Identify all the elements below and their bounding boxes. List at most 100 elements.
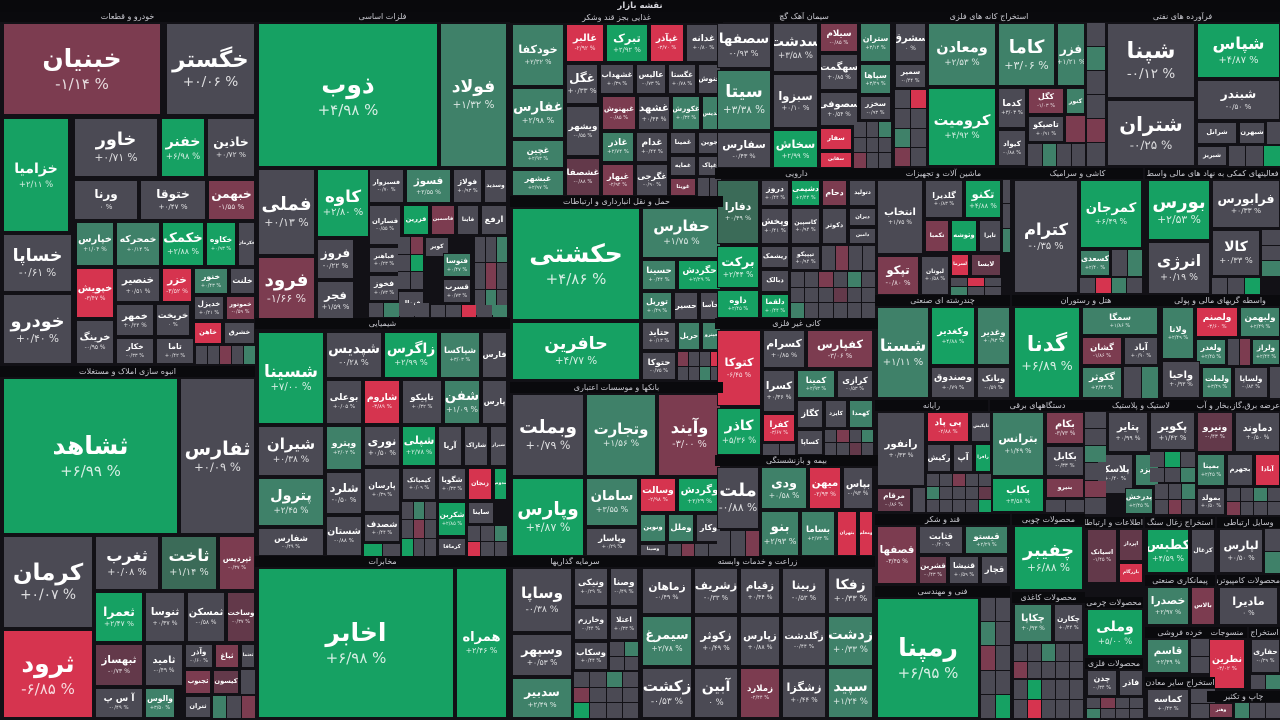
mini-tile[interactable] bbox=[951, 287, 967, 295]
mini-tile[interactable] bbox=[1085, 446, 1106, 463]
stock-tile[interactable]: شستا +۱/۱۱ % bbox=[877, 307, 929, 398]
stock-tile[interactable]: وساپا -۰/۳۸ % bbox=[512, 568, 572, 632]
mini-tile[interactable] bbox=[622, 687, 638, 703]
stock-tile[interactable]: رافزا bbox=[975, 444, 991, 472]
stock-tile[interactable]: حتوکا -۰/۷۵ % bbox=[642, 352, 676, 380]
mini-tile[interactable] bbox=[1239, 339, 1250, 365]
stock-tile[interactable]: خدیزل +۰/۲۱ % bbox=[194, 296, 224, 320]
stock-tile[interactable]: خبنیان -۱/۱۴ % bbox=[3, 23, 161, 115]
mini-tile[interactable] bbox=[966, 474, 978, 486]
stock-tile[interactable]: نطرین -۳/۰۲ % bbox=[1209, 639, 1245, 689]
mini-tile[interactable] bbox=[1085, 429, 1106, 446]
mini-tile[interactable] bbox=[966, 487, 978, 499]
stock-tile[interactable]: ومعلم bbox=[859, 511, 873, 556]
mini-tile[interactable] bbox=[1168, 484, 1182, 499]
stock-tile[interactable]: بازرگام bbox=[1119, 563, 1143, 583]
mini-tile[interactable] bbox=[1229, 146, 1246, 166]
stock-tile[interactable]: لابسا bbox=[971, 254, 1001, 276]
stock-tile[interactable]: خکرمان bbox=[238, 222, 255, 266]
mini-tile[interactable] bbox=[227, 696, 241, 718]
mini-tile[interactable] bbox=[996, 622, 1010, 646]
mini-tile[interactable] bbox=[779, 444, 795, 455]
mini-tile[interactable] bbox=[1028, 144, 1042, 166]
mini-tile[interactable] bbox=[446, 305, 461, 317]
stock-tile[interactable]: دحام bbox=[822, 180, 847, 206]
mini-tile[interactable] bbox=[1003, 180, 1010, 204]
mini-tile[interactable] bbox=[1267, 488, 1280, 501]
mini-tile[interactable] bbox=[854, 137, 866, 153]
mini-tile[interactable] bbox=[1087, 708, 1101, 718]
stock-tile[interactable]: دشیمی +۲/۴۴ % bbox=[791, 180, 820, 206]
stock-tile[interactable]: پتایر +۰/۹۹ % bbox=[1108, 412, 1148, 452]
mini-tile[interactable] bbox=[196, 346, 207, 364]
mini-tile[interactable] bbox=[1056, 680, 1069, 699]
mini-tile[interactable] bbox=[1066, 116, 1085, 142]
stock-tile[interactable]: قسرب +۰/۷۳ % bbox=[443, 279, 471, 303]
mini-tile[interactable] bbox=[805, 303, 819, 318]
mini-tile[interactable] bbox=[1115, 698, 1129, 708]
stock-tile[interactable]: خمهر +۰/۴۴ % bbox=[116, 304, 154, 336]
mini-tile[interactable] bbox=[208, 346, 219, 364]
mini-tile[interactable] bbox=[927, 487, 939, 499]
stock-tile[interactable]: خساپا -۰/۶۱ % bbox=[3, 234, 72, 292]
mini-tile[interactable] bbox=[825, 443, 837, 455]
mini-tile[interactable] bbox=[624, 642, 638, 656]
mini-tile[interactable] bbox=[837, 443, 849, 455]
mini-tile[interactable] bbox=[979, 500, 991, 512]
stock-tile[interactable]: شپدیس -۰/۲۸ % bbox=[326, 332, 382, 378]
stock-tile[interactable]: زنجان bbox=[468, 468, 492, 500]
stock-tile[interactable]: فاذر bbox=[1119, 670, 1143, 696]
stock-tile[interactable]: خاهن bbox=[194, 322, 222, 344]
stock-tile[interactable]: تاپیکو +۰/۳۲ % bbox=[402, 380, 442, 424]
stock-tile[interactable]: فباهنر +۰/۲۳ % bbox=[369, 247, 399, 273]
stock-tile[interactable]: رکیش bbox=[927, 444, 951, 472]
stock-tile[interactable]: پکویر +۱/۴۲ % bbox=[1150, 412, 1195, 450]
mini-tile[interactable] bbox=[1028, 680, 1041, 699]
stock-tile[interactable]: وپترو +۲/۰۲ % bbox=[326, 426, 362, 470]
mini-tile[interactable] bbox=[1014, 699, 1027, 718]
stock-tile[interactable]: کدما +۳/۰۳ % bbox=[998, 88, 1026, 128]
stock-tile[interactable]: کرمافا bbox=[438, 538, 466, 556]
stock-tile[interactable]: چکاپا +۰/۹۳ % bbox=[1014, 604, 1052, 642]
mini-tile[interactable] bbox=[1168, 499, 1182, 514]
stock-tile[interactable]: کیواد -۰/۸۸ % bbox=[998, 130, 1026, 166]
stock-tile[interactable]: حکشتی +۴/۸۶ % bbox=[512, 208, 640, 320]
stock-tile[interactable]: آ س پ -۰/۴۹ % bbox=[95, 688, 143, 718]
stock-tile[interactable]: خبهمن -۱/۵۵ % bbox=[208, 180, 255, 220]
mini-tile[interactable] bbox=[895, 147, 910, 166]
stock-tile[interactable]: تیپیکو +۰/۹۴ % bbox=[791, 246, 820, 270]
mini-tile[interactable] bbox=[213, 696, 227, 718]
stock-tile[interactable]: پدرخش +۲/۴۵ % bbox=[1125, 488, 1153, 514]
mini-tile[interactable] bbox=[1042, 661, 1055, 678]
mini-tile[interactable] bbox=[835, 246, 848, 270]
stock-tile[interactable]: کگاز bbox=[797, 400, 823, 428]
mini-tile[interactable] bbox=[364, 544, 382, 556]
mini-tile[interactable] bbox=[953, 487, 965, 499]
stock-tile[interactable]: سصوفی +۰/۵۴ % bbox=[820, 92, 858, 126]
stock-tile[interactable]: غمینا bbox=[670, 132, 696, 154]
mini-tile[interactable] bbox=[1115, 708, 1129, 718]
mini-tile[interactable] bbox=[911, 128, 926, 147]
mini-tile[interactable] bbox=[1141, 367, 1158, 398]
mini-tile[interactable] bbox=[847, 287, 861, 303]
stock-tile[interactable]: اعتلا +۰/۳۳ % bbox=[610, 608, 638, 640]
stock-tile[interactable]: ختوقا +۰/۴۷ % bbox=[140, 180, 206, 220]
stock-tile[interactable]: غکورش +۰/۳۴ % bbox=[672, 96, 700, 130]
stock-tile[interactable]: سمیر -۰/۴۴ % bbox=[895, 64, 926, 88]
mini-tile[interactable] bbox=[497, 289, 507, 315]
stock-tile[interactable]: دیران bbox=[849, 208, 876, 226]
stock-tile[interactable]: سامان +۳/۵۵ % bbox=[586, 478, 638, 526]
stock-tile[interactable]: کرازی -۰/۵۳ % bbox=[837, 370, 873, 398]
mini-tile[interactable] bbox=[805, 287, 819, 303]
stock-tile[interactable]: فزر +۱/۲۱ % bbox=[1057, 23, 1085, 86]
mini-tile[interactable] bbox=[940, 500, 952, 512]
mini-tile[interactable] bbox=[1056, 699, 1069, 718]
mini-tile[interactable] bbox=[1265, 703, 1280, 718]
mini-tile[interactable] bbox=[1003, 204, 1010, 228]
mini-tile[interactable] bbox=[1227, 488, 1240, 501]
mini-tile[interactable] bbox=[698, 178, 709, 196]
stock-tile[interactable]: کترام -۰/۳۵ % bbox=[1014, 180, 1078, 293]
stock-tile[interactable]: دامین bbox=[849, 228, 876, 244]
stock-tile[interactable]: بالاس bbox=[1191, 587, 1215, 625]
stock-tile[interactable]: فساران -۰/۵۵ % bbox=[369, 205, 401, 245]
